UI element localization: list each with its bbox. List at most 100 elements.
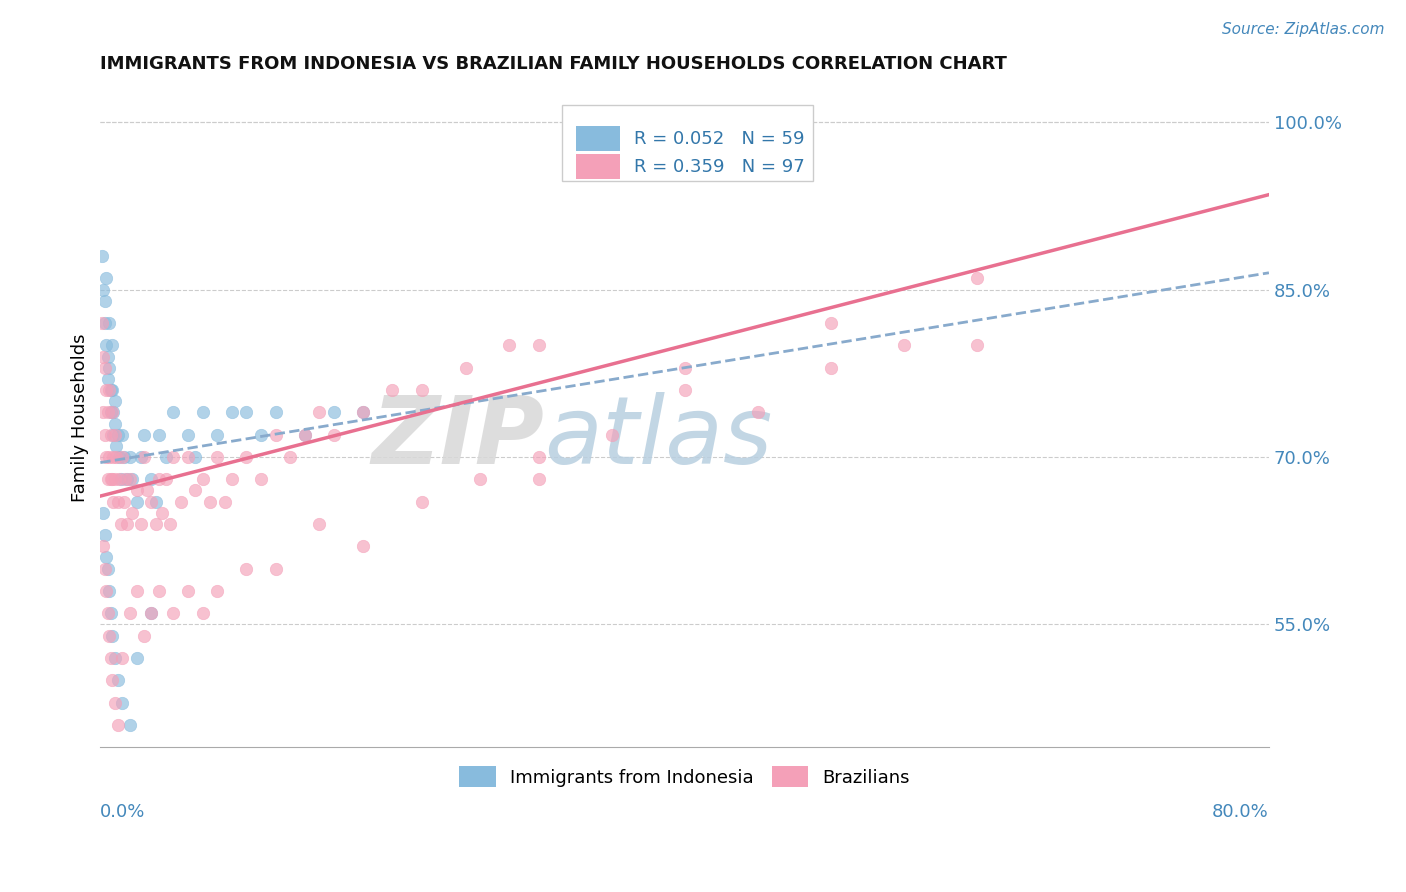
Point — [352, 539, 374, 553]
Point — [323, 405, 346, 419]
Point — [93, 528, 115, 542]
Point — [100, 405, 122, 419]
Point — [264, 405, 287, 419]
Point — [111, 450, 134, 464]
Point — [104, 427, 127, 442]
Point — [112, 450, 135, 464]
Point — [177, 450, 200, 464]
Point — [112, 494, 135, 508]
Point — [498, 338, 520, 352]
Point — [820, 316, 842, 330]
Point — [103, 450, 125, 464]
Text: R = 0.052   N = 59: R = 0.052 N = 59 — [634, 129, 804, 148]
Point — [134, 629, 156, 643]
Point — [114, 472, 136, 486]
Point — [98, 629, 121, 643]
Point — [308, 516, 330, 531]
Point — [141, 607, 163, 621]
Point — [205, 584, 228, 599]
Point — [91, 350, 114, 364]
Point — [141, 494, 163, 508]
Point — [93, 427, 115, 442]
Point — [107, 718, 129, 732]
Point — [110, 472, 132, 486]
Point — [148, 427, 170, 442]
Point — [264, 427, 287, 442]
Point — [162, 450, 184, 464]
Point — [104, 696, 127, 710]
Text: atlas: atlas — [544, 392, 773, 483]
Point — [162, 405, 184, 419]
Point — [98, 360, 121, 375]
Point — [411, 494, 433, 508]
Point — [100, 472, 122, 486]
Point — [91, 539, 114, 553]
Point — [235, 450, 257, 464]
Point — [159, 516, 181, 531]
Point — [101, 338, 124, 352]
Point — [125, 584, 148, 599]
Text: IMMIGRANTS FROM INDONESIA VS BRAZILIAN FAMILY HOUSEHOLDS CORRELATION CHART: IMMIGRANTS FROM INDONESIA VS BRAZILIAN F… — [100, 55, 1007, 73]
Point — [97, 561, 120, 575]
Point — [98, 450, 121, 464]
Point — [205, 427, 228, 442]
Point — [111, 427, 134, 442]
Point — [198, 494, 221, 508]
Point — [148, 584, 170, 599]
Point — [115, 472, 138, 486]
Point — [184, 450, 207, 464]
Point — [235, 405, 257, 419]
Point — [96, 338, 118, 352]
Point — [97, 350, 120, 364]
Point — [93, 293, 115, 308]
Point — [177, 427, 200, 442]
Point — [100, 383, 122, 397]
Point — [101, 629, 124, 643]
Point — [118, 607, 141, 621]
Point — [104, 472, 127, 486]
Point — [191, 607, 214, 621]
Point — [468, 472, 491, 486]
Point — [411, 383, 433, 397]
Point — [98, 584, 121, 599]
FancyBboxPatch shape — [562, 105, 813, 181]
Point — [108, 472, 131, 486]
Point — [91, 405, 114, 419]
Point — [177, 584, 200, 599]
Point — [107, 494, 129, 508]
Point — [105, 450, 128, 464]
Point — [966, 338, 988, 352]
Point — [527, 450, 550, 464]
Point — [103, 427, 125, 442]
Point — [214, 494, 236, 508]
Point — [98, 316, 121, 330]
Point — [96, 383, 118, 397]
Point — [103, 405, 125, 419]
Point — [101, 673, 124, 688]
Point — [527, 472, 550, 486]
Point — [93, 360, 115, 375]
Point — [134, 427, 156, 442]
Point — [91, 283, 114, 297]
Legend: Immigrants from Indonesia, Brazilians: Immigrants from Indonesia, Brazilians — [453, 759, 917, 794]
Point — [125, 494, 148, 508]
Point — [893, 338, 915, 352]
Point — [96, 450, 118, 464]
Point — [747, 405, 769, 419]
Point — [115, 516, 138, 531]
Point — [352, 405, 374, 419]
Point — [101, 472, 124, 486]
Point — [308, 405, 330, 419]
Y-axis label: Family Households: Family Households — [72, 334, 89, 502]
Point — [155, 472, 177, 486]
Point — [98, 383, 121, 397]
Point — [121, 506, 143, 520]
Point — [162, 607, 184, 621]
Point — [104, 417, 127, 431]
Point — [134, 450, 156, 464]
Point — [235, 561, 257, 575]
Point — [90, 249, 112, 263]
Point — [118, 472, 141, 486]
Point — [118, 718, 141, 732]
Point — [673, 360, 696, 375]
